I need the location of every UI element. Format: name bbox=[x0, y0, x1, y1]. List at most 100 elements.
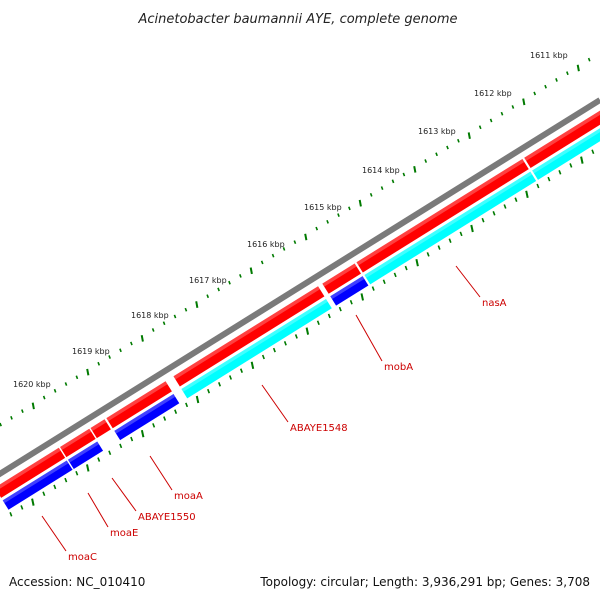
strand-minor-tick bbox=[547, 176, 551, 182]
ruler-minor-tick bbox=[130, 341, 133, 346]
gene-moaE bbox=[60, 428, 96, 458]
ruler-minor-tick bbox=[173, 314, 177, 319]
strand-minor-tick bbox=[503, 204, 507, 209]
strand-major-tick bbox=[360, 293, 364, 301]
gene-leader-line bbox=[355, 314, 383, 362]
gene-leader-line bbox=[41, 515, 67, 552]
ruler-minor-tick bbox=[97, 361, 101, 366]
ruler-minor-tick bbox=[315, 226, 319, 231]
strand-minor-tick bbox=[448, 238, 452, 243]
ruler-minor-tick bbox=[10, 415, 13, 420]
ruler-minor-tick bbox=[348, 206, 351, 211]
strand-minor-tick bbox=[53, 484, 57, 490]
gene-leader-line bbox=[261, 384, 289, 423]
strand-minor-tick bbox=[316, 320, 320, 326]
cds-moaC-highlight bbox=[2, 460, 69, 504]
gene-label-ABAYE1548[interactable]: ABAYE1548 bbox=[290, 423, 348, 434]
gene-moaA bbox=[106, 381, 172, 429]
strand-minor-tick bbox=[327, 313, 331, 319]
genome-backbone bbox=[0, 97, 600, 478]
ruler-minor-tick bbox=[217, 287, 220, 292]
ruler-major-tick bbox=[304, 233, 308, 241]
gene-label-moaE[interactable]: moaE bbox=[110, 528, 138, 539]
gene-nasA-highlight bbox=[356, 158, 525, 266]
strand-minor-tick bbox=[130, 436, 134, 442]
ruler-minor-tick bbox=[162, 321, 166, 326]
gene-leader-line bbox=[455, 265, 481, 298]
strand-minor-tick bbox=[174, 409, 178, 414]
ruler-minor-tick bbox=[380, 186, 384, 190]
ruler-minor-tick bbox=[446, 145, 449, 150]
ruler-minor-tick bbox=[555, 78, 558, 82]
ruler-tick-label: 1620 kbp bbox=[13, 380, 51, 389]
strand-minor-tick bbox=[492, 211, 496, 216]
gene-label-moaC[interactable]: moaC bbox=[68, 552, 97, 563]
gene-leader-line bbox=[149, 455, 173, 491]
ruler-minor-tick bbox=[587, 57, 591, 62]
ruler-minor-tick bbox=[260, 260, 264, 265]
cds-moaA bbox=[114, 393, 180, 441]
strand-minor-tick bbox=[64, 477, 68, 483]
ruler-major-tick bbox=[140, 334, 144, 342]
ruler-tick-label: 1614 kbp bbox=[362, 166, 400, 175]
strand-major-tick bbox=[470, 224, 474, 233]
strand-minor-tick bbox=[185, 402, 189, 408]
ruler-minor-tick bbox=[293, 240, 297, 245]
ruler-minor-tick bbox=[239, 274, 242, 278]
strand-minor-tick bbox=[119, 443, 123, 449]
strand-major-tick bbox=[305, 327, 310, 335]
strand-minor-tick bbox=[261, 354, 265, 360]
gene-ABAYE1550 bbox=[90, 419, 111, 439]
gene-label-mobA[interactable]: mobA bbox=[384, 362, 413, 373]
ruler-minor-tick bbox=[42, 395, 46, 400]
gene-label-ABAYE1550[interactable]: ABAYE1550 bbox=[138, 512, 196, 523]
gene-moaC bbox=[0, 447, 66, 498]
strand-minor-tick bbox=[294, 334, 298, 339]
gene-label-moaA[interactable]: moaA bbox=[174, 491, 203, 502]
ruler-tick-label: 1617 kbp bbox=[189, 276, 227, 285]
ruler-tick-label: 1611 kbp bbox=[530, 51, 568, 60]
strand-major-tick bbox=[415, 259, 419, 267]
map-title: Acinetobacter baumannii AYE, complete ge… bbox=[137, 12, 457, 27]
ruler-minor-tick bbox=[369, 192, 373, 197]
ruler-minor-tick bbox=[511, 105, 515, 109]
cds-moaE bbox=[67, 441, 104, 470]
ruler-major-tick bbox=[413, 166, 417, 173]
strand-minor-tick bbox=[349, 299, 353, 305]
strand-minor-tick bbox=[569, 163, 573, 168]
ruler-minor-tick bbox=[151, 328, 155, 332]
ruler-minor-tick bbox=[337, 213, 340, 217]
strand-major-tick bbox=[86, 464, 90, 472]
strand-minor-tick bbox=[558, 170, 562, 175]
gene-next-highlight bbox=[524, 110, 600, 161]
gene-label-nasA[interactable]: nasA bbox=[482, 298, 507, 309]
ruler-minor-tick bbox=[53, 388, 57, 393]
ruler-minor-tick bbox=[489, 118, 493, 123]
gene-leader-line bbox=[87, 492, 109, 528]
strand-minor-tick bbox=[536, 183, 540, 189]
strand-minor-tick bbox=[218, 382, 222, 387]
ruler-minor-tick bbox=[326, 219, 329, 224]
ruler-major-tick bbox=[576, 64, 580, 72]
gene-moaC-highlight bbox=[0, 447, 61, 489]
ruler-major-tick bbox=[358, 199, 362, 207]
strand-minor-tick bbox=[272, 347, 276, 353]
strand-minor-tick bbox=[108, 450, 112, 456]
ruler-minor-tick bbox=[457, 138, 460, 143]
ruler-tick-label: 1612 kbp bbox=[474, 89, 512, 98]
strand-major-tick bbox=[140, 430, 145, 438]
ruler-minor-tick bbox=[424, 159, 428, 163]
gene-ABAYE1550-highlight bbox=[90, 419, 107, 432]
cds-next bbox=[532, 128, 600, 180]
feature-layer bbox=[0, 110, 600, 517]
strand-major-tick bbox=[195, 395, 200, 404]
ruler-minor-tick bbox=[228, 280, 231, 285]
ruler-minor-tick bbox=[544, 84, 547, 89]
ruler-minor-tick bbox=[282, 247, 286, 251]
gene-mobA-highlight bbox=[322, 263, 357, 287]
ruler-minor-tick bbox=[402, 172, 406, 177]
strand-minor-tick bbox=[591, 149, 595, 155]
cds-moaE-highlight bbox=[67, 441, 99, 463]
ruler-tick-label: 1615 kbp bbox=[304, 203, 342, 212]
